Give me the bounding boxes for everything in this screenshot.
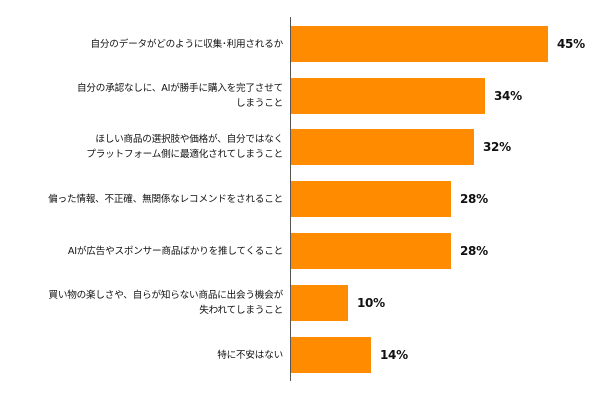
y-axis-line (290, 17, 291, 381)
bar-row: 自分のデータがどのように収集･利用されるか 45% (0, 26, 600, 62)
value-label: 32% (483, 140, 511, 154)
value-label: 14% (380, 348, 408, 362)
category-label: 買い物の楽しさや、自らが知らない商品に出会う機会が 失われてしまうこと (48, 290, 283, 316)
category-label: ほしい商品の選択肢や価格が、自分ではなく プラットフォーム側に最適化されてしまう… (86, 134, 283, 160)
bar (291, 78, 485, 114)
bar-row: ほしい商品の選択肢や価格が、自分ではなく プラットフォーム側に最適化されてしまう… (0, 129, 600, 165)
category-label: 特に不安はない (217, 349, 283, 361)
category-label: 自分のデータがどのように収集･利用されるか (90, 38, 284, 50)
bar (291, 129, 474, 165)
bar-row: 偏った情報、不正確、無関係なレコメンドをされること 28% (0, 181, 600, 217)
value-label: 45% (557, 37, 585, 51)
bar-row: 自分の承認なしに、AIが勝手に購入を完了させて しまうこと 34% (0, 78, 600, 114)
bar (291, 337, 371, 373)
bar (291, 26, 548, 62)
bar-row: AIが広告やスポンサー商品ばかりを推してくること 28% (0, 233, 600, 269)
value-label: 28% (460, 192, 488, 206)
value-label: 34% (494, 89, 522, 103)
bar (291, 181, 451, 217)
category-label: AIが広告やスポンサー商品ばかりを推してくること (67, 245, 283, 257)
value-label: 28% (460, 244, 488, 258)
bar (291, 233, 451, 269)
bar-row: 特に不安はない 14% (0, 337, 600, 373)
value-label: 10% (357, 296, 385, 310)
category-label: 自分の承認なしに、AIが勝手に購入を完了させて しまうこと (77, 83, 283, 109)
bar-row: 買い物の楽しさや、自らが知らない商品に出会う機会が 失われてしまうこと 10% (0, 285, 600, 321)
bar (291, 285, 348, 321)
category-label: 偏った情報、不正確、無関係なレコメンドをされること (48, 193, 283, 205)
